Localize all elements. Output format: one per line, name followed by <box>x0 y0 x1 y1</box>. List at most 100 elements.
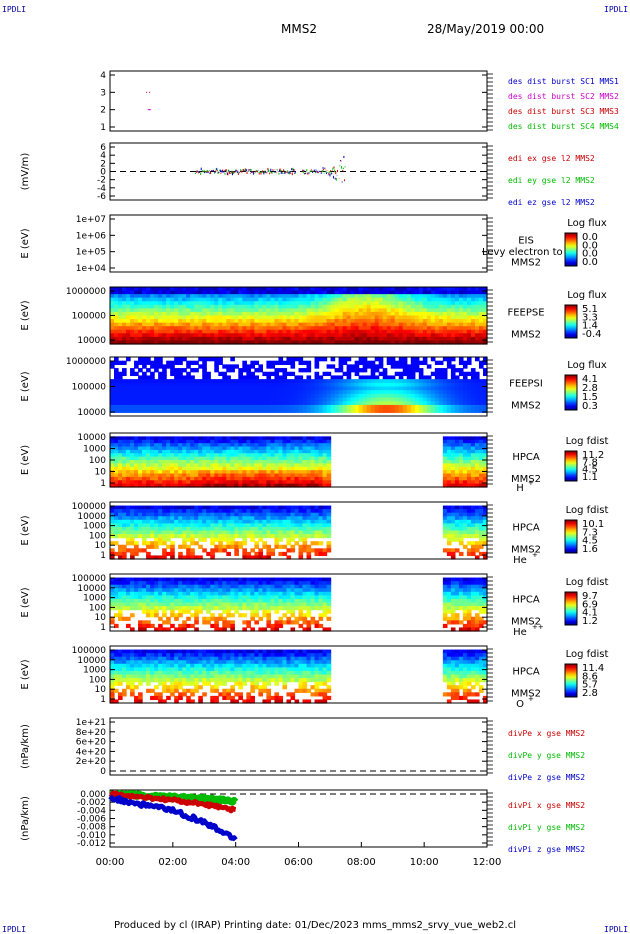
feepsi-cell <box>214 401 219 406</box>
feepsi-cell <box>182 404 187 410</box>
feepsi-cell <box>218 386 223 391</box>
hpca_he-cell <box>226 512 231 517</box>
feepsi-cell <box>278 357 284 362</box>
feepse-cell <box>190 311 195 317</box>
hpca_h-cell <box>158 476 163 481</box>
hpca_h-cell <box>190 443 195 448</box>
hpca_he-cell <box>246 519 251 524</box>
feepsi-cell <box>450 382 456 388</box>
feepsi-cell <box>426 404 432 410</box>
feepsi-cell <box>438 371 444 377</box>
hpca_h-cell <box>194 453 199 458</box>
feepse-cell <box>190 315 195 320</box>
feepsi-cell <box>174 390 179 395</box>
feepsi-cell <box>174 393 179 399</box>
feepsi-cell <box>214 397 219 402</box>
feepse-cell <box>222 304 227 309</box>
feepsi-cell <box>406 401 412 406</box>
hpca_h-cell <box>158 446 163 451</box>
feepsi-cell <box>202 408 207 413</box>
feepse-cell <box>322 308 328 313</box>
hpca_h-cell <box>442 453 448 458</box>
feepsi-cell <box>266 375 272 380</box>
hpca_h-cell <box>266 443 272 448</box>
hpca_h-cell <box>314 460 320 464</box>
feepse-cell <box>390 297 396 302</box>
hpca_he-cell <box>190 505 195 510</box>
feepsi-cell <box>162 401 167 406</box>
hpca_h-cell <box>190 456 195 461</box>
feepse-cell <box>226 308 231 313</box>
feepse-cell <box>282 301 288 306</box>
feepsi-cell <box>178 375 183 380</box>
feepsi-cell <box>266 390 272 395</box>
feepse-cell <box>262 322 268 327</box>
feepse-cell <box>294 294 300 299</box>
feepsi-cell <box>442 397 448 402</box>
feepsi-cell <box>202 397 207 402</box>
hpca_h-cell <box>458 463 464 468</box>
feepsi-cell <box>402 408 408 413</box>
feepse-cell <box>302 326 308 331</box>
feepsi-cell <box>110 404 115 410</box>
feepsi-cell <box>462 404 468 410</box>
feepsi-cell <box>114 382 119 388</box>
hpca_he-cell <box>198 505 203 510</box>
hpca_he-cell <box>310 534 316 539</box>
feepse-cell <box>374 340 380 345</box>
hpca_h-cell <box>454 463 460 468</box>
hpca_he-cell <box>146 505 151 510</box>
feepsi-cell <box>370 360 376 365</box>
feepsi-cell <box>274 375 280 380</box>
feepse-cell <box>218 315 223 320</box>
hpca_h-cell <box>482 476 488 481</box>
hpca_he-cell <box>478 516 484 521</box>
hpca_h-cell <box>466 470 472 475</box>
feepse-cell <box>190 322 195 327</box>
hpca_h-cell <box>114 473 119 478</box>
feepse-cell <box>310 297 316 302</box>
hpca_he-cell <box>298 519 304 524</box>
feepse-cell <box>334 315 340 320</box>
hpca_h-cell <box>290 463 296 468</box>
hpca_he-cell <box>474 548 480 553</box>
hpca_he-cell <box>286 512 292 517</box>
hpca_h-cell <box>114 480 119 485</box>
hpca_h-cell <box>162 453 167 458</box>
feepse-cell <box>450 287 456 292</box>
feepsi-cell <box>186 364 191 369</box>
hpca_h-cell <box>482 470 488 475</box>
feepsi-cell <box>478 364 484 369</box>
feepsi-cell <box>242 364 247 369</box>
hpca_h-cell <box>202 470 207 475</box>
feepsi-cell <box>334 368 340 373</box>
feepse-cell <box>210 333 215 338</box>
hpca_h-cell <box>286 456 292 461</box>
feepse-cell <box>262 340 268 345</box>
hpca_he-colorbar-tick: 1.6 <box>582 544 598 555</box>
hpca_h-cell <box>262 470 268 475</box>
feepse-cell <box>398 329 404 334</box>
hpca_h-cell <box>134 436 139 441</box>
hpca_h-cell <box>118 480 123 485</box>
hpca_h-cell <box>214 470 219 475</box>
feepse-cell <box>370 301 376 306</box>
feepsi-cell <box>138 382 143 388</box>
hpca_h-cell <box>250 453 255 458</box>
feepsi-cell <box>186 390 191 395</box>
feepse-cell <box>178 315 183 320</box>
hpca_h-cell <box>118 453 123 458</box>
hpca_he-cell <box>266 530 272 535</box>
hpca_h-cell <box>114 449 119 454</box>
hpca_h-cell <box>262 443 268 448</box>
feepse-cell <box>290 326 296 331</box>
hpca_h-cell <box>110 439 115 444</box>
feepse-cell <box>418 311 424 317</box>
hpca_h-cell <box>254 456 259 461</box>
hpca_h-cell <box>322 439 328 444</box>
feepse-cell <box>282 333 288 338</box>
feepse-cell <box>186 304 191 309</box>
hpca_h-cell <box>290 449 296 454</box>
feepsi-cell <box>330 401 336 406</box>
feepsi-cell <box>350 368 356 373</box>
